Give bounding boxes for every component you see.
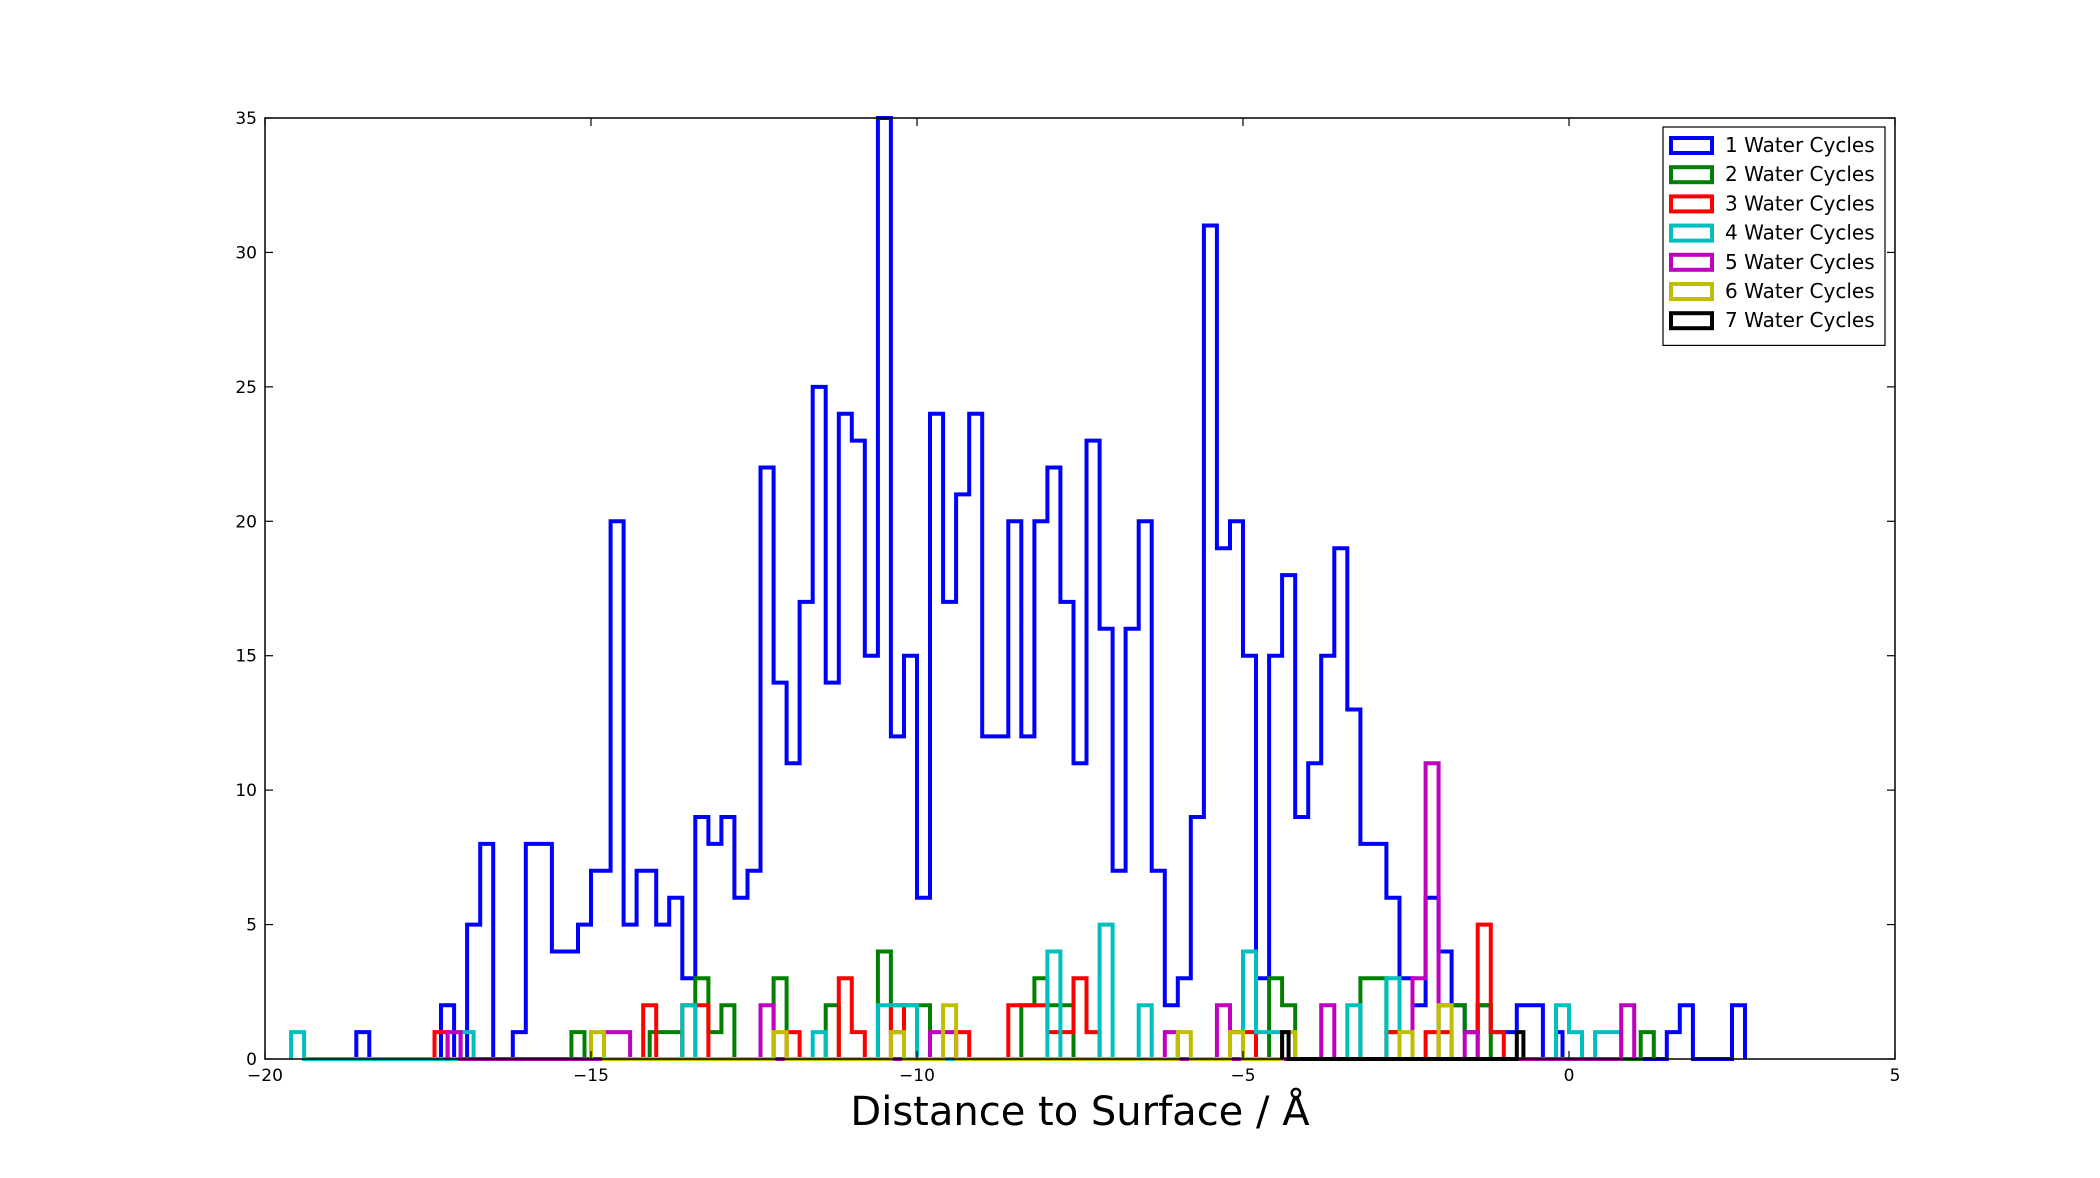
legend-swatch (1669, 165, 1714, 185)
series-1-step (354, 116, 1747, 1061)
y-tick-label: 15 (235, 647, 257, 667)
series-3-step (432, 922, 1506, 1061)
legend-label: 7 Water Cycles (1725, 308, 1875, 332)
legend-swatch (1669, 194, 1714, 214)
legend-box (1662, 126, 1886, 346)
y-tick-label: 0 (246, 1050, 257, 1070)
y-tick-label: 25 (235, 378, 257, 398)
x-tick-label: −20 (247, 1066, 283, 1086)
x-tick-label: 5 (1890, 1066, 1901, 1086)
x-tick-label: −10 (899, 1066, 935, 1086)
x-tick-label: −5 (1230, 1066, 1255, 1086)
legend-swatch (1669, 311, 1714, 331)
legend-label: 2 Water Cycles (1725, 162, 1875, 186)
y-tick-label: 20 (235, 512, 257, 532)
legend-swatch (1669, 252, 1714, 272)
legend-swatch (1669, 136, 1714, 155)
legend-swatch (1669, 223, 1714, 243)
legend-swatch (1669, 282, 1714, 301)
x-tick-label: −15 (573, 1066, 609, 1086)
series-5-step (445, 761, 1637, 1061)
y-tick-label: 35 (235, 109, 257, 129)
y-tick-label: 30 (235, 243, 257, 263)
legend-label: 3 Water Cycles (1725, 191, 1875, 215)
x-axis-title: Distance to Surface / Å (850, 1087, 1310, 1135)
y-tick-label: 10 (235, 781, 257, 801)
legend-label: 4 Water Cycles (1725, 221, 1875, 245)
y-axis: 0 5 10 15 20 25 30 35 (235, 109, 1895, 1070)
series-7-step (1280, 1030, 1526, 1061)
legend-label: 1 Water Cycles (1725, 133, 1875, 157)
legend-label: 5 Water Cycles (1725, 250, 1875, 274)
legend: 1 Water Cycles 2 Water Cycles 3 Water Cycl… (1662, 126, 1886, 346)
series-layer (289, 116, 1747, 1061)
legend-label: 6 Water Cycles (1725, 279, 1875, 303)
plot-frame (264, 117, 1896, 1060)
x-axis: −20 −15 −10 −5 0 5 (247, 118, 1900, 1086)
y-tick-label: 5 (246, 916, 257, 936)
x-tick-label: 0 (1564, 1066, 1575, 1086)
series-6-step (589, 1003, 1454, 1061)
